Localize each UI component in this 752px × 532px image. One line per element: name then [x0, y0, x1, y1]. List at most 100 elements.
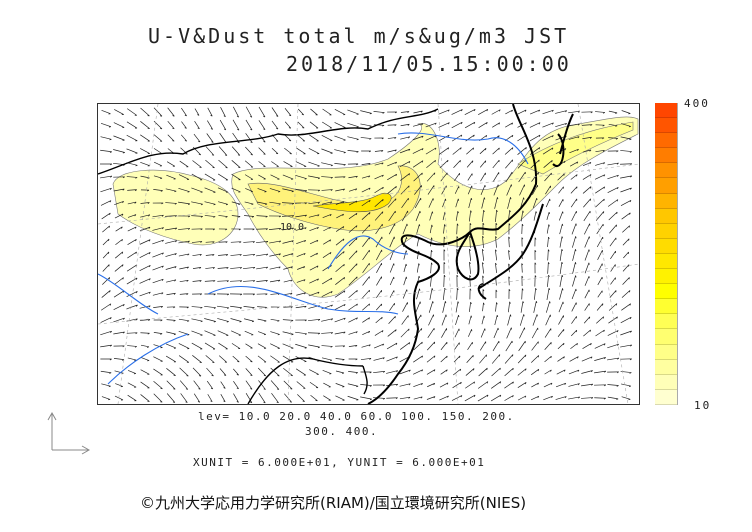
wind-arrow — [180, 147, 188, 155]
wind-arrow — [335, 277, 346, 285]
wind-arrow — [595, 162, 606, 166]
wind-arrow — [192, 267, 202, 269]
wind-arrow — [413, 383, 423, 387]
wind-arrow — [139, 291, 151, 297]
wind-arrow — [321, 304, 333, 310]
wind-arrow — [165, 266, 177, 270]
wind-arrow — [114, 264, 124, 272]
wind-arrow — [153, 305, 163, 309]
wind-arrow — [494, 197, 499, 209]
wind-arrow — [622, 277, 630, 285]
wind-arrow — [140, 369, 150, 375]
wind-arrow — [594, 343, 606, 349]
wind-arrow — [230, 267, 242, 269]
wind-arrow — [166, 161, 176, 167]
wind-arrow — [594, 174, 606, 180]
wind-arrow — [165, 227, 178, 231]
wind-arrow — [152, 227, 164, 231]
wind-arrow — [219, 368, 227, 376]
coastline-russia — [469, 103, 538, 233]
wind-arrow — [281, 215, 295, 218]
wind-arrow — [505, 159, 514, 169]
wind-arrow — [152, 239, 164, 245]
wind-arrow — [127, 345, 137, 348]
wind-arrow — [427, 185, 435, 195]
map-canvas: 10.0 — [97, 103, 640, 405]
wind-arrow — [464, 394, 476, 402]
wind-arrow — [607, 186, 619, 194]
wind-arrow — [490, 381, 502, 389]
wind-arrow — [558, 301, 564, 313]
wind-arrow — [191, 201, 203, 206]
wind-arrow — [426, 369, 436, 375]
figure-timestamp: 2018/11/05.15:00:00 — [286, 52, 572, 76]
wind-arrow — [167, 107, 175, 117]
wind-arrow — [231, 330, 241, 336]
wind-arrow — [179, 367, 189, 377]
wind-arrow — [569, 356, 579, 362]
wind-arrow — [479, 160, 487, 168]
wind-arrow — [310, 108, 318, 116]
wind-arrow — [140, 394, 150, 402]
wind-arrow — [505, 122, 514, 128]
wind-arrow — [231, 160, 241, 169]
wind-arrow — [191, 215, 203, 218]
wind-arrow — [373, 111, 385, 114]
wind-arrow — [415, 301, 421, 313]
wind-arrow — [243, 266, 256, 270]
wind-arrow — [360, 123, 372, 128]
wind-arrow — [321, 357, 333, 362]
wind-arrow — [597, 276, 603, 286]
wind-arrow — [295, 356, 307, 363]
wind-arrow — [257, 331, 267, 336]
wind-arrow — [283, 292, 293, 296]
wind-arrow — [100, 370, 112, 374]
plume-west — [112, 169, 239, 246]
wind-arrow — [490, 394, 502, 402]
wind-arrow — [469, 301, 472, 312]
wind-arrow — [191, 228, 203, 231]
wind-arrow — [217, 305, 230, 309]
wind-arrow — [620, 136, 632, 141]
wind-arrow — [204, 305, 216, 309]
wind-arrow — [594, 370, 607, 374]
colorbar-max-label: 400 — [684, 97, 710, 110]
wind-arrow — [244, 201, 254, 205]
wind-arrow — [348, 331, 358, 335]
wind-arrow — [517, 395, 527, 401]
wind-arrow — [387, 137, 397, 139]
wind-arrow — [520, 210, 524, 222]
wind-arrow — [348, 250, 358, 260]
wind-arrow — [401, 197, 409, 209]
wind-arrow — [595, 124, 605, 127]
wind-arrow — [101, 109, 111, 115]
wind-arrow — [308, 201, 320, 205]
wind-arrow — [296, 381, 306, 389]
wind-arrow — [443, 236, 446, 248]
wind-arrow — [413, 341, 423, 351]
wind-arrow — [521, 288, 524, 300]
wind-arrow — [399, 383, 411, 387]
wind-arrow — [153, 332, 163, 335]
wind-arrow — [243, 318, 255, 323]
vector-units: XUNIT = 6.000E+01, YUNIT = 6.000E+01 — [193, 456, 486, 469]
wind-arrow — [283, 306, 293, 309]
wind-arrow — [506, 327, 512, 339]
wind-arrow — [348, 317, 358, 323]
colorbar-band — [655, 253, 677, 270]
wind-arrow — [620, 187, 632, 193]
wind-arrow — [582, 149, 592, 153]
wind-arrow — [542, 135, 554, 141]
wind-arrow — [295, 368, 307, 376]
rivers — [97, 132, 529, 385]
wind-arrow — [152, 278, 164, 284]
wind-arrow — [495, 209, 498, 223]
wind-arrow — [193, 393, 201, 403]
wind-arrow — [374, 162, 384, 166]
wind-arrow — [283, 161, 293, 167]
wind-arrow — [245, 106, 253, 118]
wind-arrow — [348, 358, 358, 361]
wind-arrow — [309, 369, 319, 375]
wind-arrow — [258, 392, 266, 404]
colorbar-band — [655, 299, 677, 315]
